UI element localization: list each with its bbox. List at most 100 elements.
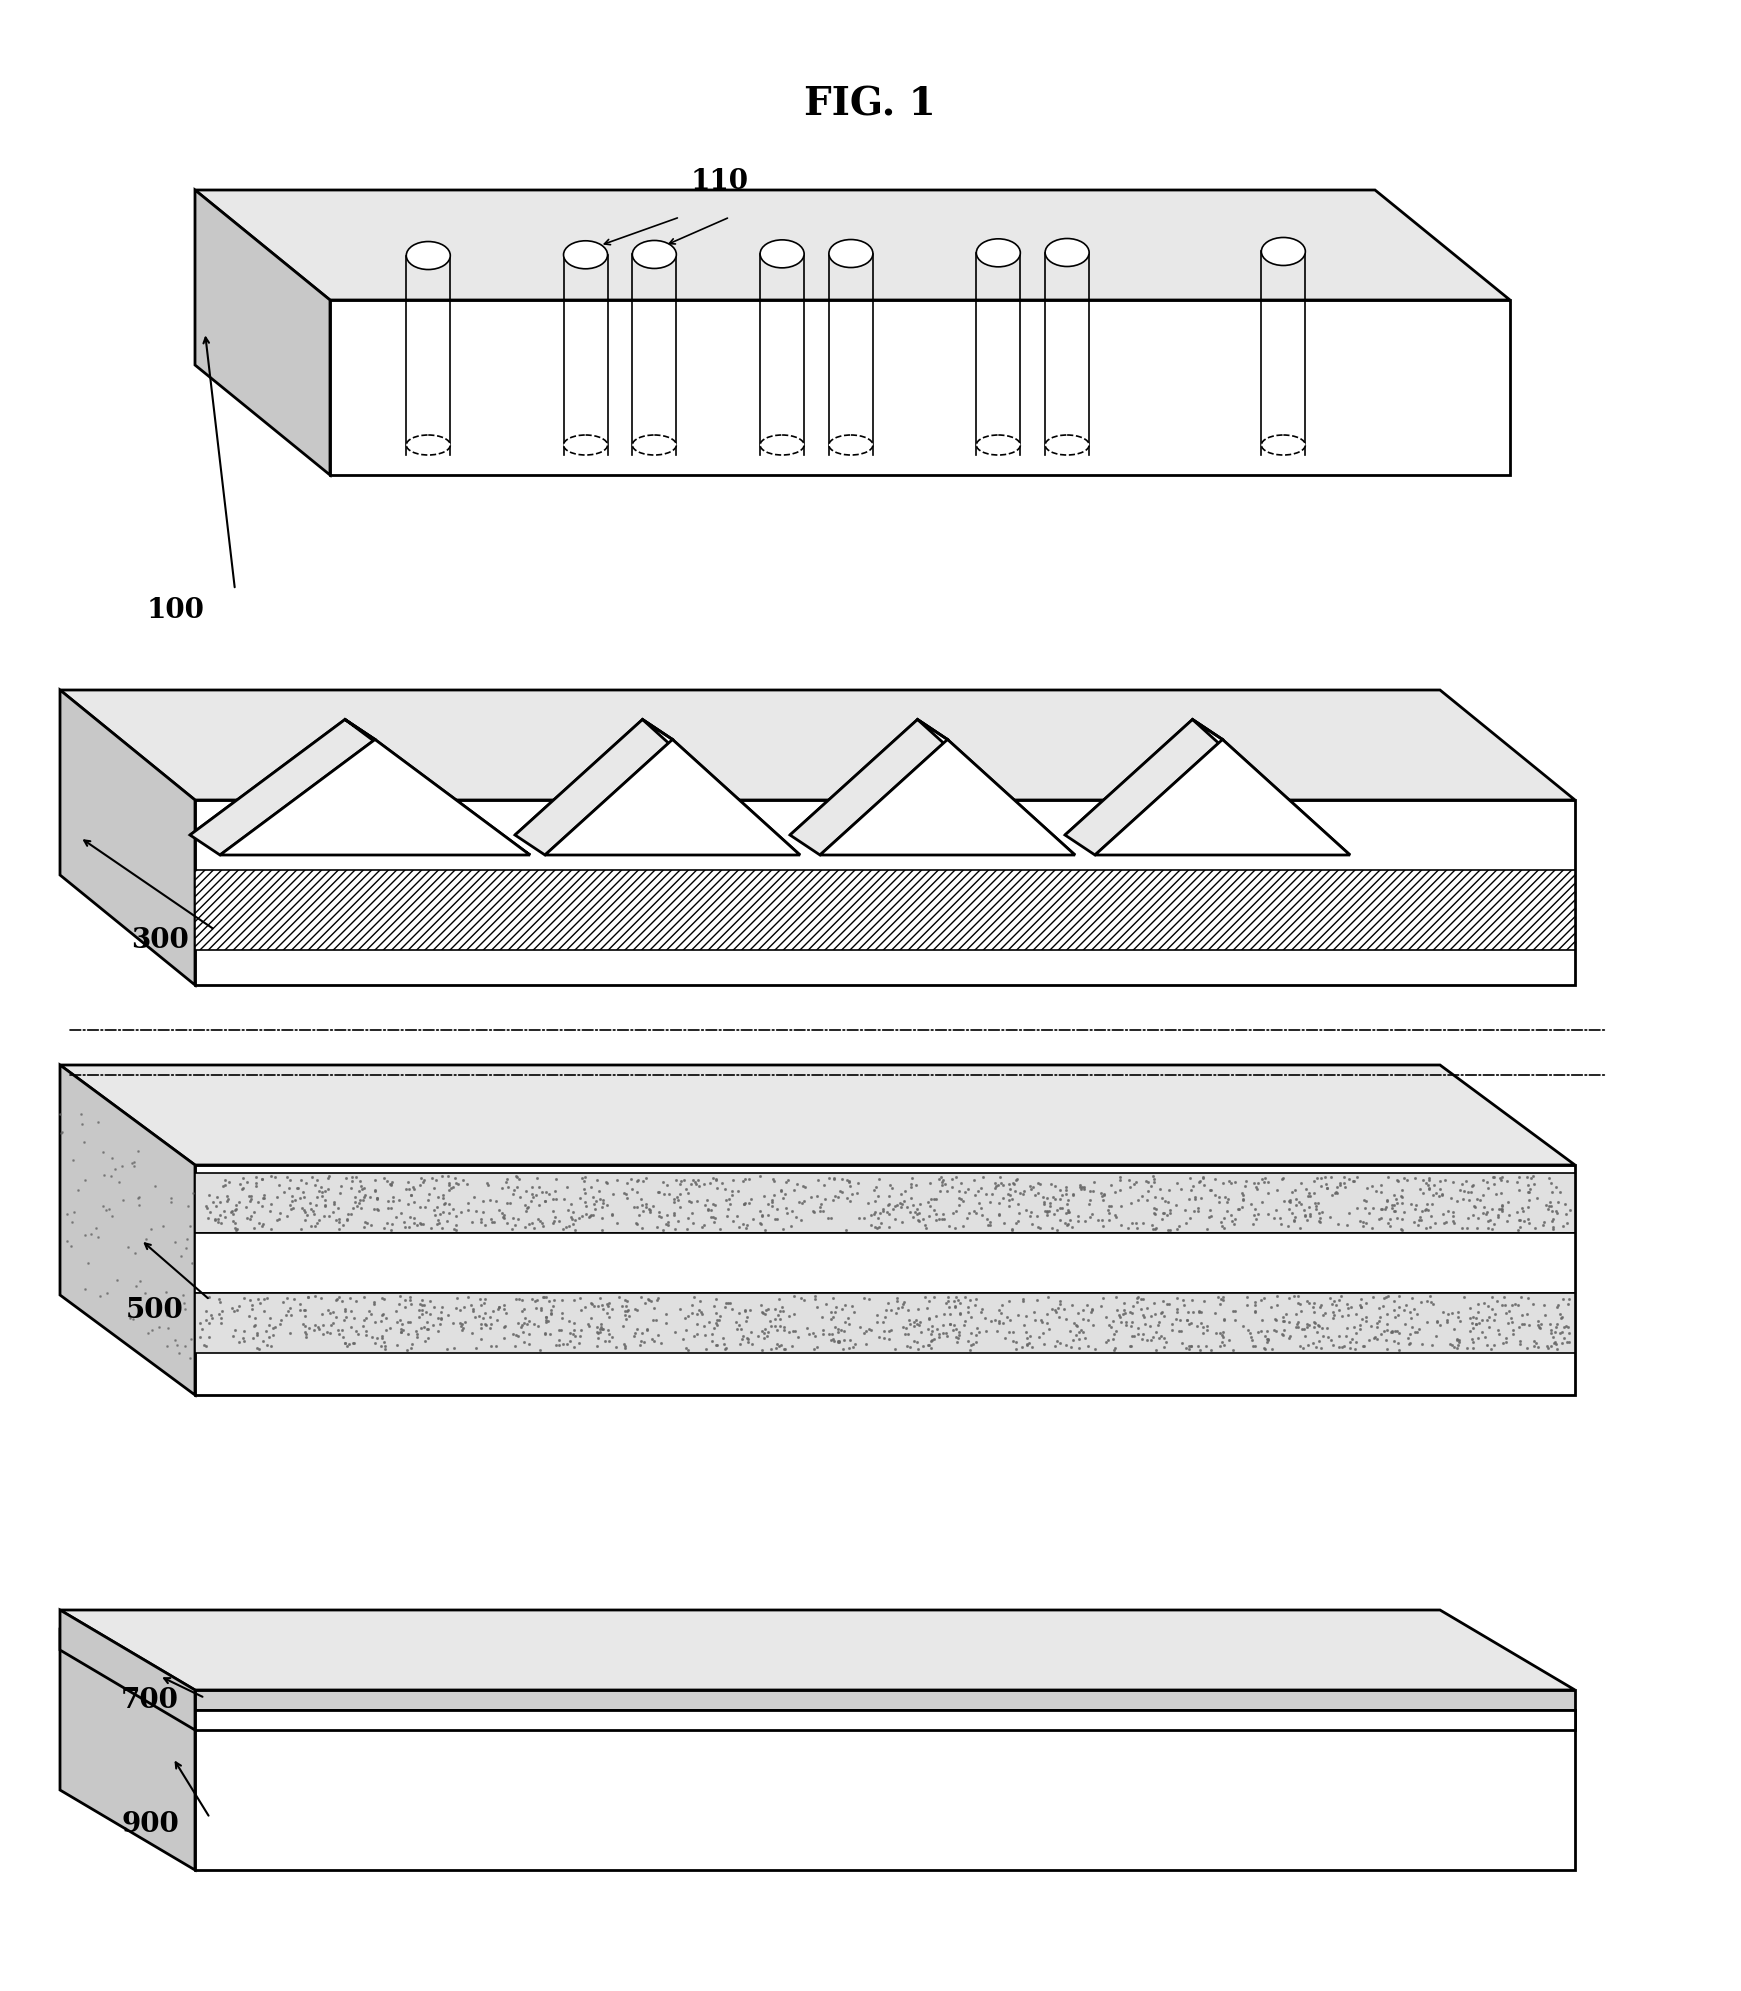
Point (1064, 1201, 1092, 1232)
Point (428, 1197, 456, 1228)
Point (1523, 1181, 1551, 1213)
Point (1179, 1296, 1207, 1328)
Point (359, 1322, 387, 1354)
Point (333, 1163, 360, 1195)
Point (1133, 1292, 1161, 1324)
Point (1449, 1183, 1476, 1215)
Point (406, 1169, 434, 1201)
Point (1536, 1308, 1563, 1340)
Point (865, 1181, 893, 1213)
Point (1201, 1179, 1229, 1211)
Point (994, 1191, 1022, 1222)
Point (409, 1288, 437, 1320)
Point (1452, 1165, 1480, 1197)
Point (1381, 1195, 1408, 1226)
Point (414, 1314, 442, 1346)
Polygon shape (59, 691, 195, 986)
Point (1052, 1179, 1079, 1211)
Point (1175, 1161, 1203, 1193)
Point (1374, 1207, 1402, 1238)
Point (458, 1316, 486, 1348)
Point (1482, 1179, 1509, 1211)
Point (192, 1296, 219, 1328)
Point (1339, 1310, 1367, 1342)
Point (1537, 1177, 1565, 1209)
Point (1543, 1290, 1570, 1322)
Point (775, 1316, 803, 1348)
Point (1027, 1169, 1055, 1201)
Point (916, 1167, 944, 1199)
Point (1316, 1324, 1344, 1356)
Point (195, 1197, 223, 1228)
Point (1408, 1165, 1436, 1197)
Point (266, 1308, 294, 1340)
Point (468, 1185, 496, 1217)
Point (1132, 1165, 1160, 1197)
Point (963, 1312, 991, 1344)
Point (1504, 1161, 1532, 1193)
Point (1130, 1318, 1158, 1350)
Point (557, 1324, 585, 1356)
Point (813, 1288, 841, 1320)
Point (999, 1316, 1027, 1348)
Point (952, 1203, 980, 1234)
Point (1287, 1288, 1314, 1320)
Point (1012, 1193, 1039, 1224)
Point (830, 1324, 858, 1356)
Point (674, 1300, 702, 1332)
Point (599, 1199, 627, 1230)
Point (1419, 1288, 1447, 1320)
Point (1431, 1207, 1459, 1238)
Point (371, 1163, 399, 1195)
Point (588, 1290, 616, 1322)
Point (599, 1179, 627, 1211)
Point (481, 1207, 508, 1238)
Point (493, 1187, 521, 1218)
Point (629, 1213, 656, 1244)
Point (326, 1318, 353, 1350)
Point (508, 1308, 536, 1340)
Point (1241, 1330, 1269, 1362)
Point (1213, 1195, 1241, 1226)
Point (1179, 1284, 1207, 1316)
Point (747, 1195, 775, 1226)
Point (214, 1181, 242, 1213)
Point (1302, 1316, 1330, 1348)
Point (172, 1232, 200, 1264)
Point (256, 1213, 284, 1244)
Point (595, 1318, 623, 1350)
Point (223, 1193, 251, 1224)
Point (844, 1167, 872, 1199)
Point (1229, 1179, 1257, 1211)
Point (1050, 1294, 1078, 1326)
Point (71, 1272, 99, 1304)
Point (945, 1183, 973, 1215)
Point (104, 1167, 132, 1199)
Point (1334, 1298, 1361, 1330)
Point (1003, 1332, 1031, 1364)
Point (101, 1153, 129, 1185)
Point (1175, 1308, 1203, 1340)
Point (1095, 1191, 1123, 1222)
Point (1187, 1306, 1215, 1338)
Point (404, 1302, 432, 1334)
Point (468, 1197, 496, 1228)
Point (190, 1328, 218, 1360)
Point (1461, 1191, 1489, 1222)
Point (1334, 1209, 1361, 1240)
Point (531, 1316, 559, 1348)
Point (1031, 1195, 1059, 1226)
Point (860, 1175, 888, 1207)
Point (380, 1185, 407, 1217)
Point (195, 1320, 223, 1352)
Point (1184, 1310, 1212, 1342)
Point (1537, 1167, 1565, 1199)
Point (905, 1205, 933, 1236)
Point (1386, 1290, 1414, 1322)
Point (374, 1185, 402, 1217)
Point (1301, 1177, 1328, 1209)
Point (710, 1332, 738, 1364)
Point (1278, 1197, 1306, 1228)
Point (1346, 1205, 1374, 1236)
Text: FIG. 1: FIG. 1 (804, 86, 937, 123)
